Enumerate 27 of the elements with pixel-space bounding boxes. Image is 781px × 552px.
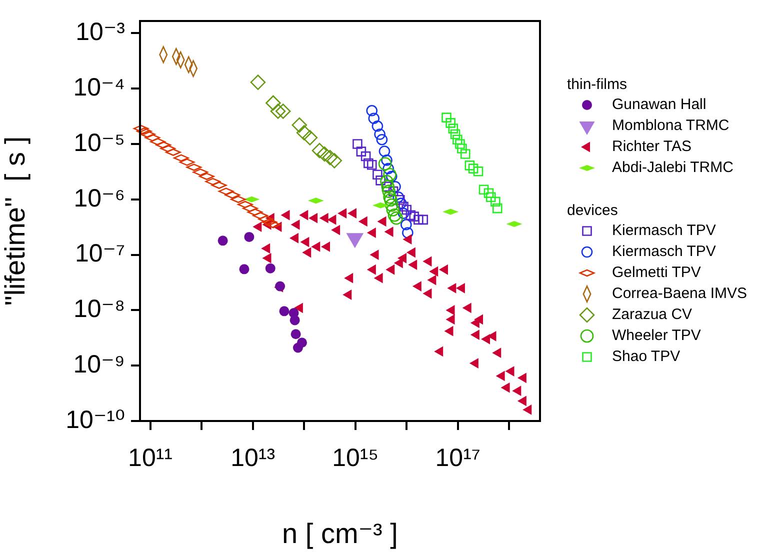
legend-label: Zarazua CV [612, 306, 692, 324]
legend-label: Richter TAS [612, 138, 692, 156]
legend-title: thin-films [567, 76, 628, 94]
y-tick-label: 10⁻⁹ [73, 350, 125, 378]
legend-label: Gunawan Hall [612, 96, 706, 114]
legend-label: Shao TPV [612, 348, 680, 366]
legend-label: Abdi-Jalebi TRMC [612, 159, 734, 176]
y-tick-label: 10⁻⁵ [74, 128, 125, 157]
legend-label: Correa-Baena IMVS [612, 285, 748, 302]
y-axis-title: "lifetime" [ s ] [0, 136, 31, 306]
y-tick-label: 10⁻⁶ [74, 184, 125, 212]
x-tick-label: 10¹³ [230, 444, 276, 472]
text: devices [567, 202, 618, 220]
legend-label: Wheeler TPV [612, 327, 701, 344]
x-tick-label: 10¹⁷ [435, 444, 480, 472]
legend-label: Kiermasch TPV [612, 243, 716, 260]
x-axis-title: n [ cm⁻³ ] [282, 518, 398, 549]
y-tick-label: 10⁻⁸ [73, 295, 125, 324]
legend-label: Kiermasch TPV [612, 222, 716, 240]
y-tick-label: 10⁻⁷ [74, 240, 125, 268]
y-tick-label: 10⁻¹⁰ [66, 406, 125, 434]
x-tick-label: 10¹⁵ [332, 444, 379, 472]
y-tick-label: 10⁻⁴ [73, 73, 125, 102]
x-tick-label: 10¹¹ [128, 444, 173, 472]
legend-label: Gelmetti TPV [612, 264, 701, 282]
legend-label: Momblona TRMC [612, 117, 730, 134]
y-tick-label: 10⁻³ [76, 18, 125, 46]
